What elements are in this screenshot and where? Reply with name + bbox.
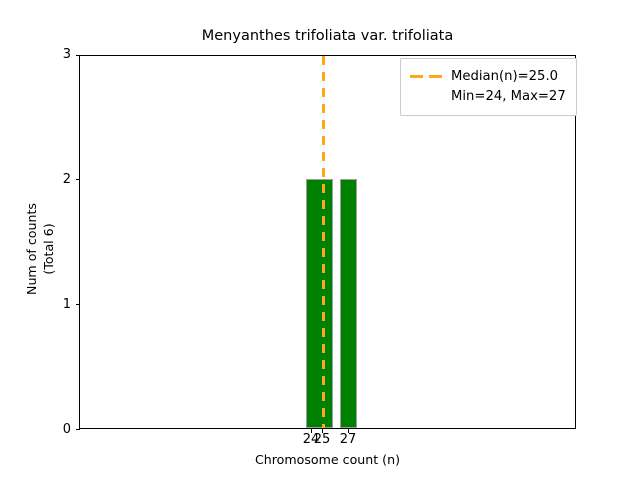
median-line [322,56,325,428]
x-tick-mark-24 [310,429,312,433]
y-tick-label-1: 1 [62,297,71,312]
y-tick-label-2: 2 [62,172,71,187]
y-tick-label-0: 0 [62,422,71,437]
legend-entry-median: Median(n)=25.0 [410,66,567,86]
x-tick-label-27: 27 [339,432,357,447]
y-axis-label-container: Num of counts (Total 6) [0,0,56,480]
y-axis-label-line1: Num of counts [24,203,39,295]
legend-entry-minmax: Min=24, Max=27 [410,86,567,107]
bar-24-25[interactable] [306,178,333,428]
chart-title: Menyanthes trifoliata var. trifoliata [201,28,454,44]
x-tick-mark-25 [321,429,323,433]
x-axis-label: Chromosome count (n) [255,452,400,467]
dashed-line-icon [410,66,444,86]
y-tick-mark-1 [75,304,80,306]
y-axis-label-line2: (Total 6) [41,223,56,275]
x-tick-label-24: 24 [302,432,320,447]
bar-27[interactable] [340,178,357,428]
y-tick-label-3: 3 [62,47,71,62]
legend-label-minmax: Min=24, Max=27 [451,89,566,104]
y-axis-label: Num of counts (Total 6) [23,49,57,449]
x-tick-label-25: 25 [313,432,331,447]
legend[interactable]: Median(n)=25.0 Min=24, Max=27 [400,58,577,116]
y-tick-mark-0 [75,429,80,431]
y-tick-mark-3 [75,55,80,57]
x-tick-mark-27 [347,429,349,433]
y-tick-mark-2 [75,179,80,181]
plot-area [79,55,576,429]
legend-label-median: Median(n)=25.0 [451,68,559,84]
